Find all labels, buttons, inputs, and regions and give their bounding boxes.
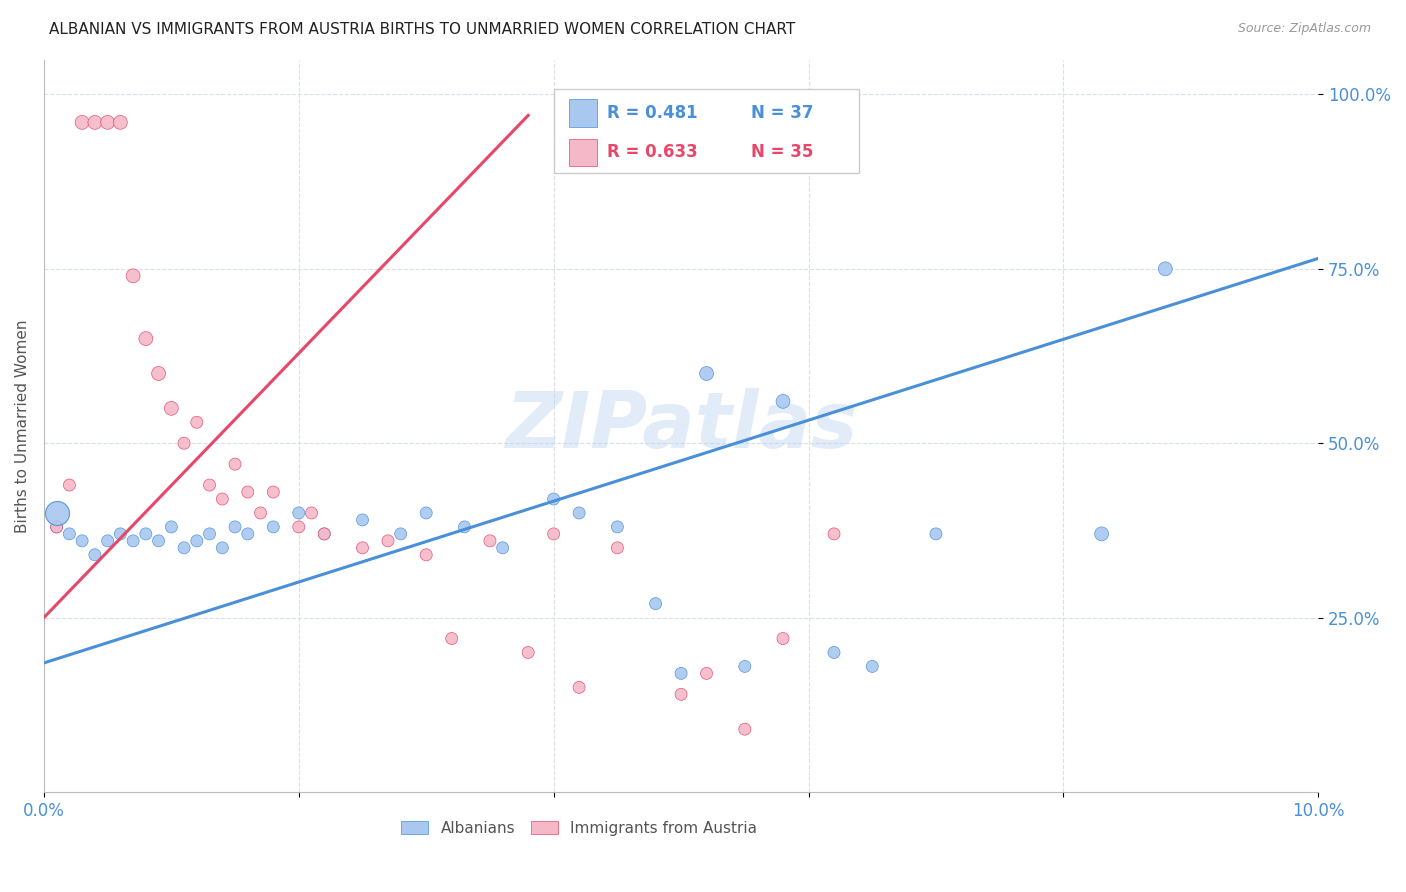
Point (224, 457, 246, 471)
Text: Source: ZipAtlas.com: Source: ZipAtlas.com (1237, 22, 1371, 36)
Point (1154, 261, 1177, 276)
Point (186, 415, 208, 429)
Point (823, 527, 845, 541)
Point (97, 533, 120, 548)
Point (236, 527, 259, 541)
Point (669, 666, 692, 681)
Point (173, 541, 195, 555)
Point (543, 491, 565, 506)
Point (160, 401, 183, 416)
Point (734, 722, 756, 736)
Text: N = 37: N = 37 (751, 103, 814, 122)
Point (249, 506, 271, 520)
Point (389, 527, 412, 541)
Point (377, 533, 399, 548)
Point (696, 666, 718, 681)
Point (198, 527, 221, 541)
Text: ZIPatlas: ZIPatlas (505, 388, 858, 464)
Text: R = 0.481: R = 0.481 (607, 103, 697, 122)
Point (492, 541, 515, 555)
Point (83, 115, 105, 129)
Point (606, 541, 628, 555)
Point (236, 485, 259, 500)
Point (478, 533, 501, 548)
Point (58, 527, 80, 541)
Point (517, 645, 540, 659)
Point (83, 548, 105, 562)
Point (301, 506, 323, 520)
Text: N = 35: N = 35 (751, 144, 814, 161)
Point (734, 659, 756, 673)
Point (314, 527, 336, 541)
Point (224, 520, 246, 534)
Point (287, 506, 309, 520)
Point (925, 527, 948, 541)
Point (45, 506, 67, 520)
Point (606, 520, 628, 534)
Point (772, 394, 794, 409)
Point (415, 548, 437, 562)
Point (262, 520, 284, 534)
Y-axis label: Births to Unmarried Women: Births to Unmarried Women (15, 319, 30, 533)
Point (110, 115, 132, 129)
Point (97, 115, 120, 129)
Point (173, 436, 195, 450)
Point (772, 632, 794, 646)
FancyBboxPatch shape (554, 89, 859, 173)
Point (314, 527, 336, 541)
Point (823, 645, 845, 659)
Point (186, 533, 208, 548)
Point (568, 681, 591, 695)
Point (148, 367, 170, 381)
Point (122, 268, 145, 283)
Point (453, 520, 475, 534)
Point (543, 527, 565, 541)
Point (135, 527, 157, 541)
Text: R = 0.633: R = 0.633 (607, 144, 697, 161)
Point (148, 533, 170, 548)
Point (860, 659, 883, 673)
Legend: Albanians, Immigrants from Austria: Albanians, Immigrants from Austria (401, 821, 758, 836)
Point (45, 520, 67, 534)
Point (352, 541, 374, 555)
Point (122, 533, 145, 548)
Point (211, 541, 233, 555)
Point (1091, 527, 1114, 541)
Point (352, 513, 374, 527)
Point (696, 367, 718, 381)
Point (135, 332, 157, 346)
FancyBboxPatch shape (569, 138, 598, 167)
Text: ALBANIAN VS IMMIGRANTS FROM AUSTRIA BIRTHS TO UNMARRIED WOMEN CORRELATION CHART: ALBANIAN VS IMMIGRANTS FROM AUSTRIA BIRT… (49, 22, 796, 37)
Point (262, 485, 284, 500)
Point (669, 687, 692, 701)
Point (568, 506, 591, 520)
Point (644, 597, 666, 611)
Point (160, 520, 183, 534)
Point (110, 527, 132, 541)
Point (287, 520, 309, 534)
Point (440, 632, 463, 646)
Point (211, 491, 233, 506)
Point (415, 506, 437, 520)
Point (58, 478, 80, 492)
Point (70, 115, 93, 129)
Point (198, 478, 221, 492)
FancyBboxPatch shape (569, 99, 598, 127)
Point (70, 533, 93, 548)
Point (45, 520, 67, 534)
